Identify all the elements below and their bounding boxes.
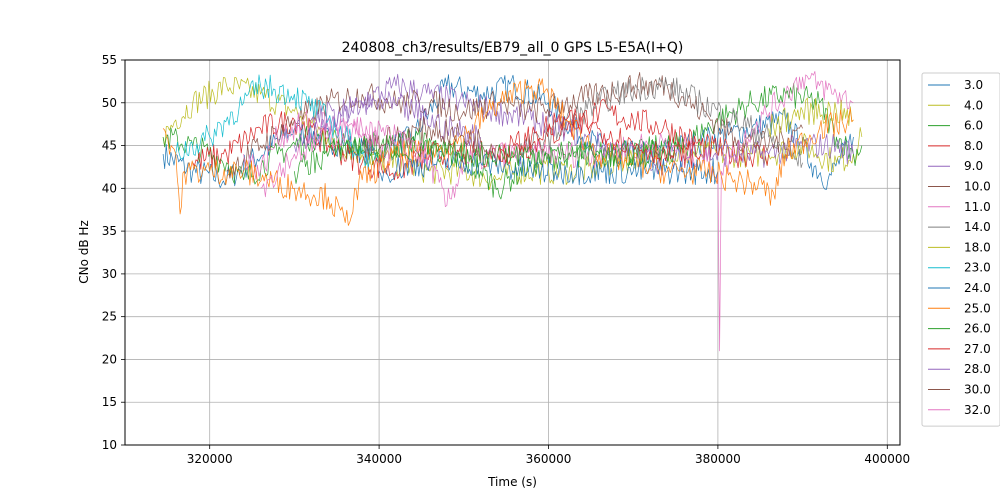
y-tick-label: 20 <box>102 352 117 366</box>
legend-label: 14.0 <box>964 220 991 234</box>
legend-label: 10.0 <box>964 180 991 194</box>
series-line-30.0 <box>361 116 498 158</box>
series-line-28.0 <box>310 91 482 149</box>
legend-label: 24.0 <box>964 281 991 295</box>
series-line-23.0 <box>175 74 380 171</box>
x-tick-label: 320000 <box>187 452 233 466</box>
legend-label: 3.0 <box>964 78 983 92</box>
legend-box <box>921 72 1000 427</box>
legend-label: 32.0 <box>964 403 991 417</box>
x-axis-label: Time (s) <box>487 475 537 489</box>
legend-label: 23.0 <box>964 261 991 275</box>
y-tick-label: 55 <box>102 53 117 67</box>
y-tick-label: 15 <box>102 395 117 409</box>
series-line-26.0 <box>294 132 685 184</box>
series-line-25.0 <box>162 78 854 226</box>
y-axis-label: CNo dB Hz <box>77 220 91 284</box>
y-tick-label: 10 <box>102 438 117 452</box>
legend-label: 9.0 <box>964 159 983 173</box>
series-line-8.0 <box>192 99 770 181</box>
legend-label: 18.0 <box>964 240 991 254</box>
series-line-10.0 <box>226 72 803 179</box>
legend-label: 11.0 <box>964 200 991 214</box>
series-line-32.0 <box>260 116 431 198</box>
series-line-27.0 <box>497 108 702 169</box>
y-tick-label: 35 <box>102 224 117 238</box>
chart-title: 240808_ch3/results/EB79_all_0 GPS L5-E5A… <box>342 40 684 56</box>
plot-series <box>162 71 863 352</box>
y-tick-label: 50 <box>102 96 117 110</box>
x-tick-label: 380000 <box>695 452 741 466</box>
y-tick-label: 40 <box>102 181 117 195</box>
legend-label: 4.0 <box>964 98 983 112</box>
legend-label: 8.0 <box>964 139 983 153</box>
x-tick-label: 360000 <box>526 452 572 466</box>
y-tick-label: 45 <box>102 139 117 153</box>
axis-ticks: 320000 340000 360000 380000 400000 10 15 20 25 30… <box>102 53 910 466</box>
y-tick-label: 25 <box>102 310 117 324</box>
series-line-24.0 <box>378 149 719 186</box>
legend-label: 6.0 <box>964 119 983 133</box>
legend-label: 25.0 <box>964 301 991 315</box>
series-line-6.0 <box>162 82 863 200</box>
legend-label: 27.0 <box>964 342 991 356</box>
x-tick-label: 340000 <box>356 452 402 466</box>
legend-label: 26.0 <box>964 322 991 336</box>
legend: 3.0 4.0 6.0 8.0 9.0 10.0 11.0 14.0 18.0 23.0 24.0 2… <box>921 72 1000 427</box>
series-line-9.0 <box>294 73 854 176</box>
plot-frame <box>124 59 901 446</box>
legend-label: 28.0 <box>964 362 991 376</box>
legend-label: 30.0 <box>964 383 991 397</box>
y-tick-label: 30 <box>102 267 117 281</box>
x-tick-label: 400000 <box>864 452 910 466</box>
